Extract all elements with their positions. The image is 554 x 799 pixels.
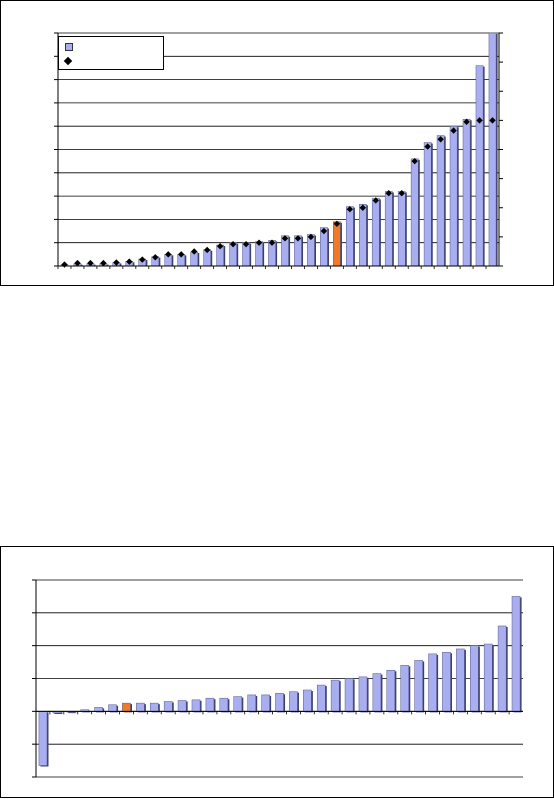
legend-bar-swatch bbox=[65, 43, 73, 51]
bar bbox=[359, 677, 367, 711]
bar bbox=[429, 654, 437, 711]
bar bbox=[463, 119, 470, 266]
bar bbox=[498, 626, 506, 711]
bar bbox=[442, 652, 450, 711]
bar bbox=[136, 703, 144, 711]
bar bbox=[484, 644, 492, 711]
bar bbox=[206, 698, 214, 711]
bar bbox=[372, 198, 379, 266]
bar bbox=[220, 698, 228, 711]
bar bbox=[359, 204, 366, 266]
bar bbox=[303, 690, 311, 711]
chart-legend bbox=[58, 36, 164, 70]
bar bbox=[122, 703, 130, 711]
bar bbox=[150, 703, 158, 711]
bar bbox=[317, 685, 325, 711]
bar bbox=[248, 695, 256, 711]
bar bbox=[476, 66, 483, 266]
bar bbox=[289, 692, 297, 712]
bar bbox=[345, 679, 353, 712]
bar bbox=[262, 695, 270, 711]
bottom-bar-chart bbox=[1, 547, 554, 799]
bar bbox=[373, 674, 381, 712]
bar bbox=[512, 596, 520, 711]
bar bbox=[437, 136, 444, 266]
bar bbox=[275, 693, 283, 711]
bar bbox=[470, 646, 478, 712]
legend-diamond-marker bbox=[64, 57, 72, 65]
top-chart-panel bbox=[0, 0, 554, 286]
bar bbox=[450, 126, 457, 266]
bar bbox=[234, 697, 242, 712]
bar bbox=[489, 33, 496, 266]
bar bbox=[424, 143, 431, 266]
marker-point bbox=[61, 261, 67, 267]
bar bbox=[95, 707, 103, 711]
bar bbox=[331, 680, 339, 711]
bar bbox=[192, 700, 200, 711]
bar bbox=[333, 222, 340, 266]
bar bbox=[398, 191, 405, 266]
bar bbox=[346, 207, 353, 266]
bar bbox=[385, 191, 392, 266]
bar bbox=[164, 701, 172, 711]
bar-shadow bbox=[68, 712, 76, 713]
bar bbox=[108, 705, 116, 712]
bar bbox=[401, 665, 409, 711]
bar bbox=[415, 660, 423, 711]
bar bbox=[411, 159, 418, 266]
bottom-chart-panel bbox=[0, 546, 554, 798]
bar bbox=[39, 711, 47, 765]
bar bbox=[387, 670, 395, 711]
bar bbox=[456, 649, 464, 711]
bar bbox=[178, 700, 186, 711]
